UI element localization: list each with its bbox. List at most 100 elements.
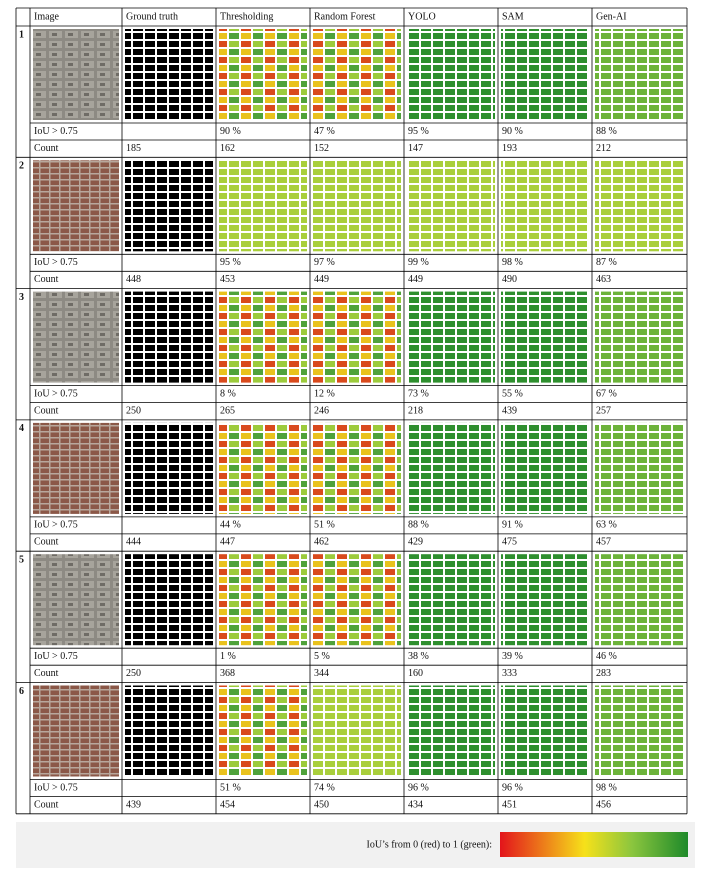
iou-value: 44 % — [220, 520, 241, 531]
iou-value: 8 % — [220, 388, 236, 399]
row-number: 3 — [19, 292, 24, 303]
iou-value: 1 % — [220, 651, 236, 662]
count-value: 193 — [502, 143, 517, 154]
iou-value: 5 % — [314, 651, 330, 662]
iou-value: 63 % — [596, 520, 617, 531]
column-header: Random Forest — [314, 11, 376, 22]
count-value: 212 — [596, 143, 611, 154]
count-value: 475 — [502, 537, 517, 548]
legend-gradient — [500, 832, 688, 857]
iou-value: 73 % — [408, 388, 429, 399]
count-value: 456 — [596, 799, 611, 810]
image-cell — [125, 291, 213, 383]
image-cell — [125, 422, 213, 514]
row-number: 6 — [19, 686, 24, 697]
iou-value: 98 % — [502, 257, 523, 268]
image-cell — [407, 422, 495, 514]
legend-text: IoU’s from 0 (red) to 1 (green): — [366, 839, 492, 850]
image-cell — [33, 160, 119, 252]
image-cell — [219, 291, 307, 383]
iou-value: 90 % — [502, 126, 523, 137]
image-cell — [501, 685, 589, 777]
count-value: 444 — [126, 537, 141, 548]
count-value: 147 — [408, 143, 423, 154]
image-cell — [219, 29, 307, 120]
image-cell — [595, 554, 684, 646]
image-cell — [219, 685, 307, 777]
iou-value: 95 % — [220, 257, 241, 268]
iou-value: 88 % — [596, 126, 617, 137]
image-cell — [125, 160, 213, 252]
iou-value: 96 % — [408, 782, 429, 793]
count-value: 449 — [408, 274, 423, 285]
count-value: 162 — [220, 143, 235, 154]
column-header: Ground truth — [126, 11, 178, 22]
iou-value: 67 % — [596, 388, 617, 399]
image-cell — [595, 291, 684, 383]
iou-value: 55 % — [502, 388, 523, 399]
iou-value: 90 % — [220, 126, 241, 137]
count-value: 250 — [126, 405, 141, 416]
count-value: 434 — [408, 799, 423, 810]
image-cell — [595, 422, 684, 514]
image-cell — [407, 160, 495, 252]
image-cell — [407, 291, 495, 383]
row-number: 5 — [19, 554, 24, 565]
iou-value: 51 % — [220, 782, 241, 793]
count-value: 368 — [220, 668, 235, 679]
iou-value: 95 % — [408, 126, 429, 137]
iou-label: IoU > 0.75 — [34, 388, 78, 399]
iou-value: 38 % — [408, 651, 429, 662]
image-cell — [313, 554, 401, 646]
image-cell — [501, 160, 589, 252]
image-cell — [313, 160, 401, 252]
image-cell — [33, 685, 119, 777]
count-value: 451 — [502, 799, 517, 810]
count-value: 333 — [502, 668, 517, 679]
count-label: Count — [34, 668, 59, 679]
iou-value: 47 % — [314, 126, 335, 137]
count-label: Count — [34, 799, 59, 810]
count-label: Count — [34, 405, 59, 416]
image-cell — [407, 554, 495, 646]
column-header: SAM — [502, 11, 524, 22]
count-value: 454 — [220, 799, 235, 810]
count-value: 160 — [408, 668, 423, 679]
iou-value: 99 % — [408, 257, 429, 268]
column-header: Thresholding — [220, 11, 273, 22]
count-value: 439 — [502, 405, 517, 416]
count-value: 152 — [314, 143, 329, 154]
image-cell — [219, 554, 307, 646]
count-value: 257 — [596, 405, 611, 416]
count-value: 265 — [220, 405, 235, 416]
count-value: 450 — [314, 799, 329, 810]
image-cell — [407, 685, 495, 777]
image-cell — [501, 291, 589, 383]
image-cell — [595, 29, 684, 120]
count-value: 218 — [408, 405, 423, 416]
iou-label: IoU > 0.75 — [34, 520, 78, 531]
image-cell — [125, 685, 213, 777]
count-value: 462 — [314, 537, 329, 548]
image-cell — [33, 422, 119, 514]
iou-value: 98 % — [596, 782, 617, 793]
iou-label: IoU > 0.75 — [34, 651, 78, 662]
image-cell — [595, 685, 684, 777]
image-cell — [125, 29, 213, 120]
iou-value: 96 % — [502, 782, 523, 793]
count-value: 463 — [596, 274, 611, 285]
image-cell — [33, 291, 119, 383]
count-value: 185 — [126, 143, 141, 154]
iou-label: IoU > 0.75 — [34, 257, 78, 268]
count-value: 449 — [314, 274, 329, 285]
image-cell — [313, 422, 401, 514]
image-cell — [219, 422, 307, 514]
count-label: Count — [34, 274, 59, 285]
column-header: Image — [34, 11, 60, 22]
iou-value: 88 % — [408, 520, 429, 531]
iou-label: IoU > 0.75 — [34, 126, 78, 137]
image-cell — [219, 160, 307, 252]
column-header: YOLO — [408, 11, 436, 22]
image-cell — [33, 554, 119, 646]
